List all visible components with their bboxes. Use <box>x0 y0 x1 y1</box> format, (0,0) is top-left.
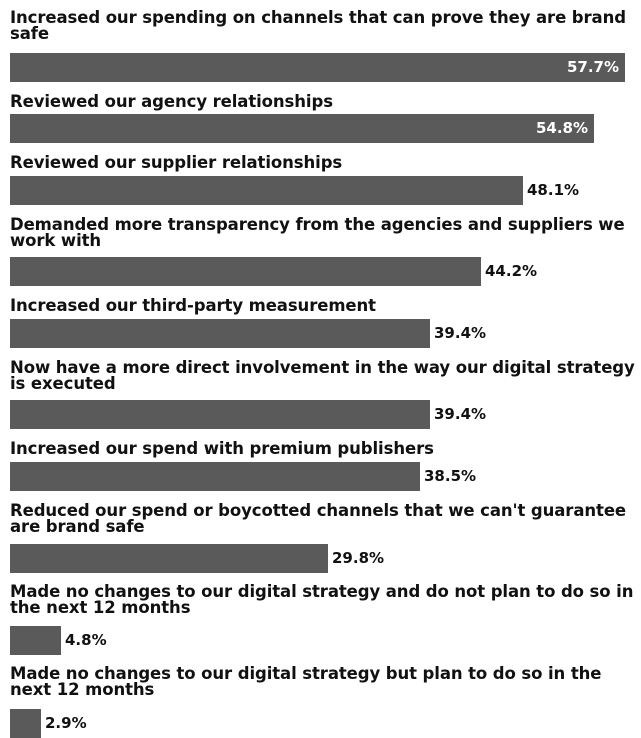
bar <box>10 257 481 286</box>
value-label: 2.9% <box>45 714 87 732</box>
value-label: 29.8% <box>332 549 385 567</box>
value-label: 48.1% <box>527 181 580 199</box>
value-label: 44.2% <box>485 262 538 280</box>
category-label: Made no changes to our digital strategy … <box>10 664 602 699</box>
bar <box>10 53 625 82</box>
bar <box>10 319 430 348</box>
bar <box>10 709 41 738</box>
value-label: 54.8% <box>535 119 588 137</box>
category-label: Increased our spending on channels that … <box>10 8 626 43</box>
bar <box>10 626 61 655</box>
category-label: Now have a more direct involvement in th… <box>10 358 635 393</box>
bar <box>10 400 430 429</box>
value-label: 39.4% <box>434 405 487 423</box>
bar <box>10 462 420 491</box>
value-label: 57.7% <box>566 58 619 76</box>
value-label: 4.8% <box>65 631 107 649</box>
bar <box>10 176 523 205</box>
bar <box>10 544 328 573</box>
category-label: Increased our third-party measurement <box>10 296 376 315</box>
category-label: Made no changes to our digital strategy … <box>10 582 634 617</box>
category-label: Demanded more transparency from the agen… <box>10 215 625 250</box>
category-label: Reviewed our supplier relationships <box>10 153 343 172</box>
category-label: Reviewed our agency relationships <box>10 92 333 111</box>
bar <box>10 114 594 143</box>
category-label: Reduced our spend or boycotted channels … <box>10 501 626 536</box>
value-label: 39.4% <box>434 324 487 342</box>
value-label: 38.5% <box>424 467 477 485</box>
category-label: Increased our spend with premium publish… <box>10 439 434 458</box>
